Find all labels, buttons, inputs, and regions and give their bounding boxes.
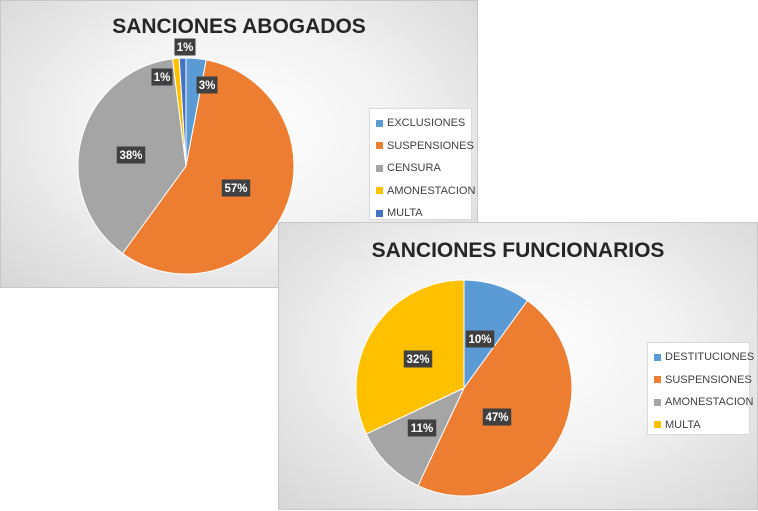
legend-swatch xyxy=(376,187,383,195)
data-label-amonestacion: 11% xyxy=(407,419,437,437)
data-label-text: 1% xyxy=(154,72,171,84)
legend-item-amonestacion: AMONESTACION xyxy=(376,180,475,203)
legend-swatch xyxy=(654,421,661,429)
data-label-box xyxy=(407,419,437,437)
pie-chart-abogados: 3% 57% 38% 1% 1% xyxy=(77,38,295,275)
pie-slice-multa xyxy=(178,57,187,167)
legend-swatch xyxy=(654,353,661,361)
legend-swatch xyxy=(376,164,383,172)
data-label-censura: 38% xyxy=(116,146,146,164)
legend-label: SUSPENSIONES xyxy=(387,139,474,152)
data-label-multa: 32% xyxy=(403,350,433,368)
data-label-suspensiones: 57% xyxy=(221,179,251,197)
legend-label: CENSURA xyxy=(387,162,441,175)
data-label-box xyxy=(151,68,173,86)
chart-panel-abogados: SANCIONES ABOGADOS 3% 57% 38% 1% 1% EXCLUSIO… xyxy=(0,0,478,288)
legend-label: AMONESTACION xyxy=(387,184,476,197)
data-label-text: 32% xyxy=(406,354,429,366)
chart-title: SANCIONES FUNCIONARIOS xyxy=(371,239,665,262)
legend-label: MULTA xyxy=(665,418,701,431)
legend-item-amonestacion: AMONESTACION xyxy=(654,391,753,414)
data-label-text: 11% xyxy=(411,423,433,435)
data-label-destituciones: 10% xyxy=(465,330,495,348)
legend-item-destituciones: DESTITUCIONES xyxy=(654,346,754,369)
legend-item-suspensiones: SUSPENSIONES xyxy=(376,135,474,158)
data-label-suspensiones: 47% xyxy=(482,408,512,426)
data-label-text: 3% xyxy=(199,80,216,92)
chart-legend: EXCLUSIONES SUSPENSIONES CENSURA AMONESTACI… xyxy=(369,108,475,220)
pie-slice-amonestacion xyxy=(365,386,466,487)
pie-chart-funcionarios: 10% 47% 11% 32% xyxy=(355,279,573,497)
data-label-box xyxy=(403,350,433,368)
data-label-text: 57% xyxy=(224,183,247,195)
data-label-amonestacion: 1% xyxy=(151,68,173,86)
data-label-box xyxy=(221,179,251,197)
data-label-text: 38% xyxy=(119,150,142,162)
chart-panel-funcionarios: SANCIONES FUNCIONARIOS 10% 47% 11% 32% DEST… xyxy=(278,222,758,510)
data-label-box xyxy=(482,408,512,426)
data-label-box xyxy=(465,330,495,348)
data-label-box xyxy=(116,146,146,164)
data-label-box xyxy=(196,76,218,94)
data-label-multa: 1% xyxy=(174,38,196,56)
data-label-text: 47% xyxy=(485,412,508,424)
pie-slice-suspensiones xyxy=(121,59,295,275)
legend-swatch xyxy=(654,376,661,384)
legend-swatch xyxy=(376,119,383,127)
legend-item-multa: MULTA xyxy=(654,414,743,437)
legend-item-exclusiones: EXCLUSIONES xyxy=(376,112,465,135)
data-label-box xyxy=(174,38,196,56)
legend-swatch xyxy=(376,142,383,150)
legend-swatch xyxy=(376,209,383,217)
data-label-exclusiones: 3% xyxy=(196,76,218,94)
legend-label: SUSPENSIONES xyxy=(665,373,752,386)
chart-title: SANCIONES ABOGADOS xyxy=(112,15,366,38)
legend-item-censura: CENSURA xyxy=(376,157,465,180)
legend-item-suspensiones: SUSPENSIONES xyxy=(654,369,752,392)
legend-swatch xyxy=(654,398,661,406)
data-label-text: 1% xyxy=(177,42,194,54)
legend-label: DESTITUCIONES xyxy=(665,351,755,364)
pie-slice-suspensiones xyxy=(417,299,573,497)
legend-item-multa: MULTA xyxy=(376,202,465,225)
legend-label: MULTA xyxy=(387,207,423,220)
legend-label: EXCLUSIONES xyxy=(387,117,466,130)
legend-label: AMONESTACION xyxy=(665,396,754,409)
data-label-text: 10% xyxy=(468,334,491,346)
chart-legend: DESTITUCIONES SUSPENSIONES AMONESTACION MUL… xyxy=(647,342,754,437)
